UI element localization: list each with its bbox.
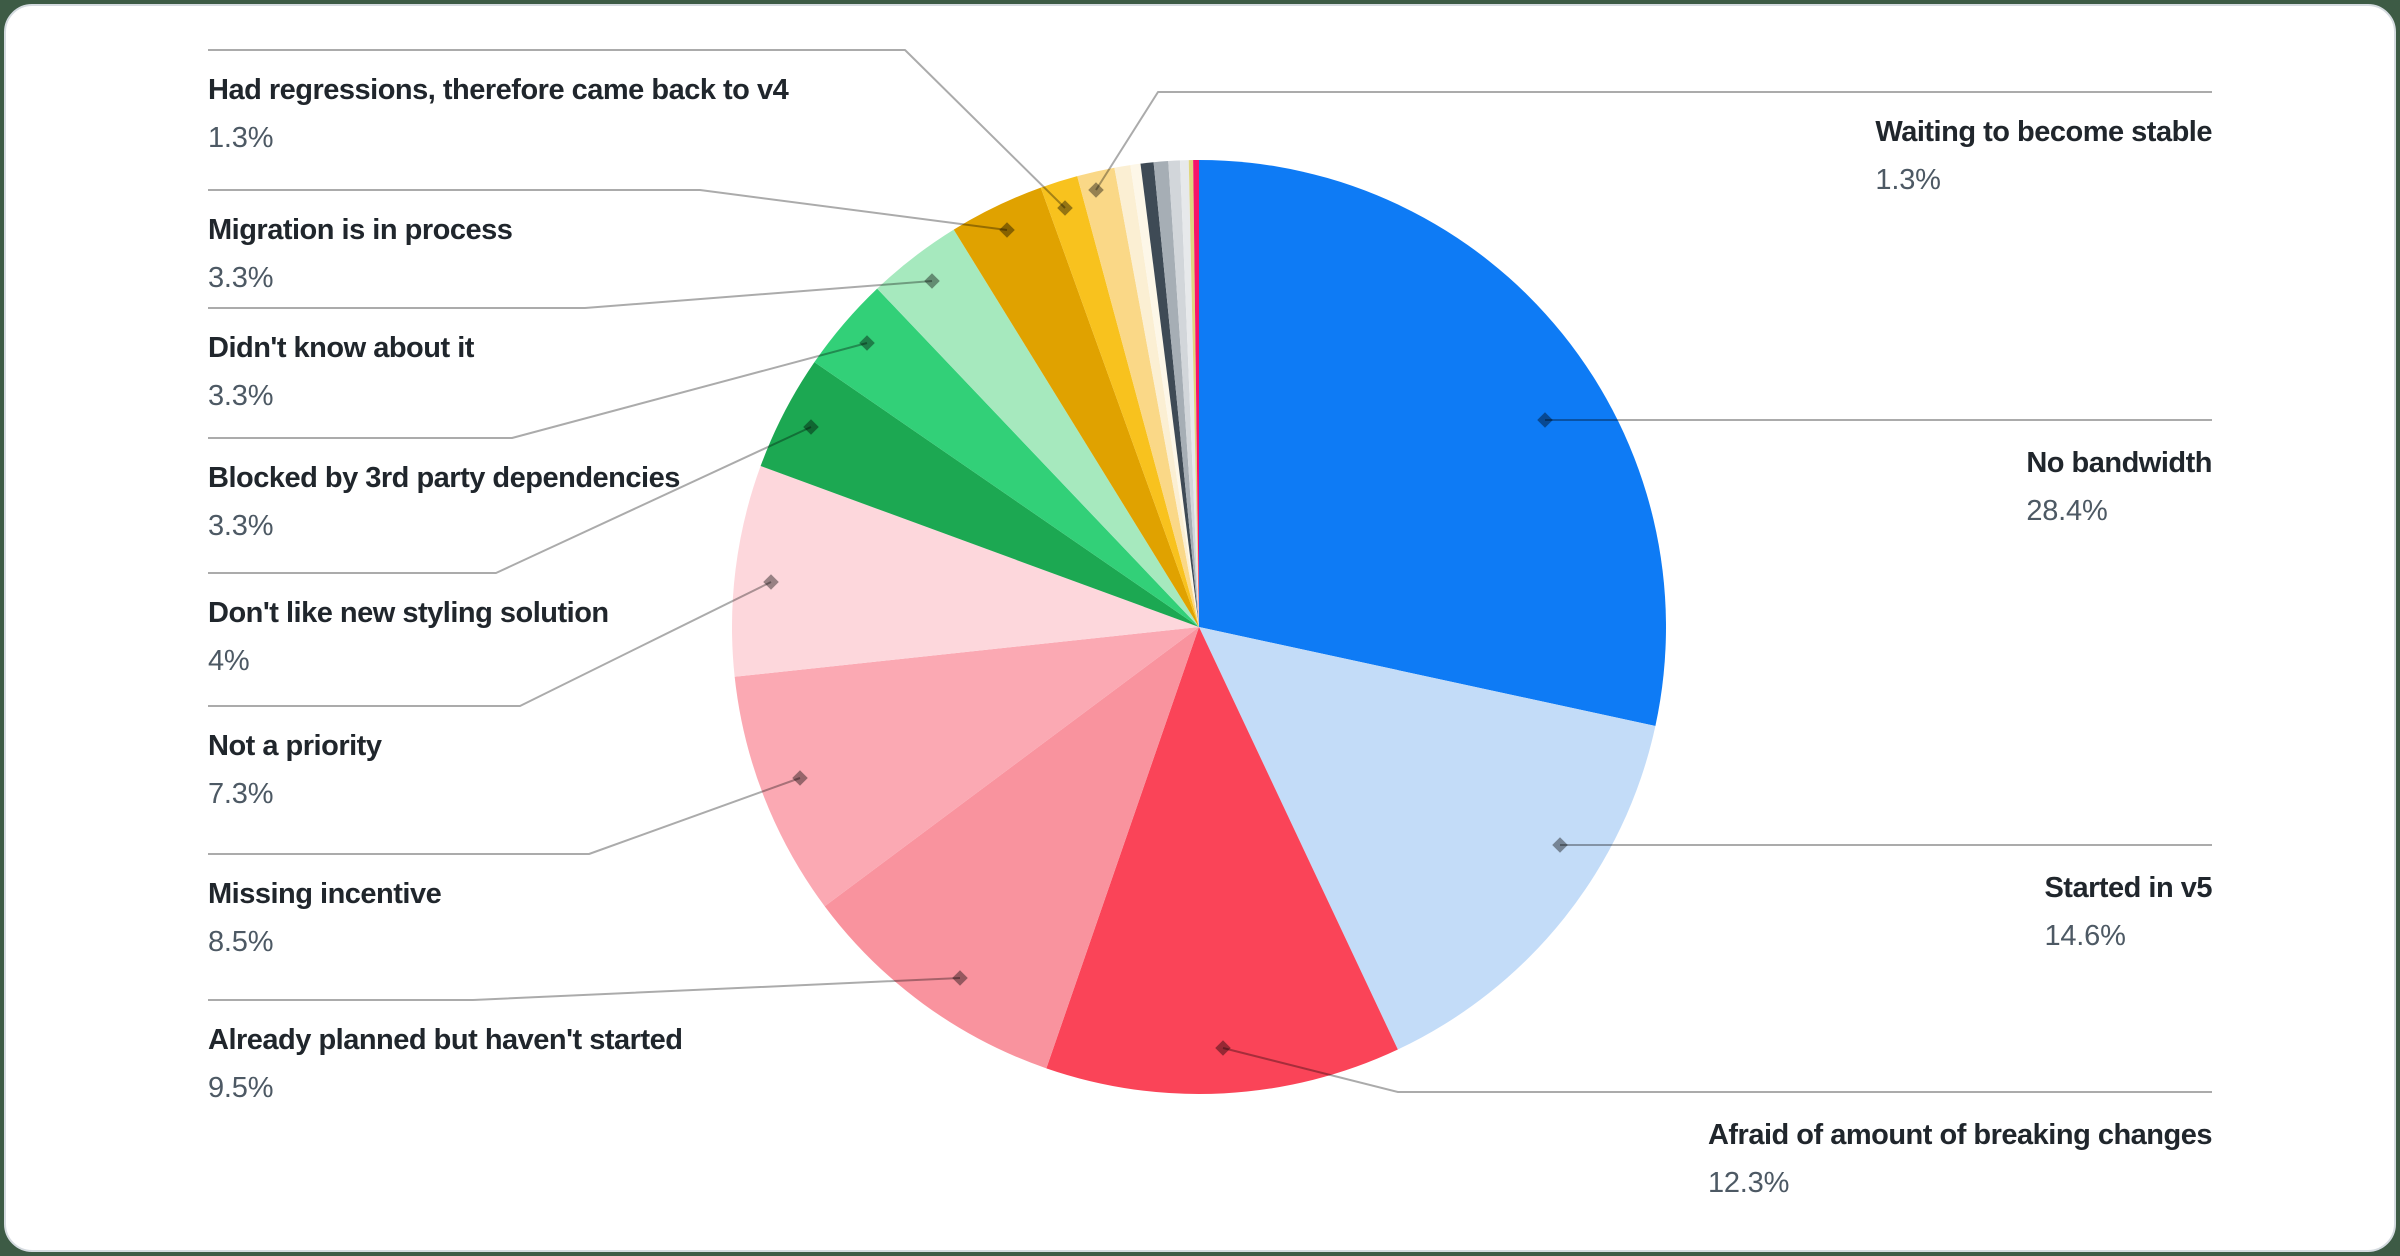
pie-slice-migration-is-in-process[interactable] <box>953 187 1199 628</box>
callout-afraid-breaking-changes: Afraid of amount of breaking changes 12.… <box>1707 1117 2213 1201</box>
pie-slice-afraid-of-amount-of-breaking-changes[interactable] <box>1046 627 1398 1094</box>
label-leader-line <box>208 777 801 855</box>
slice-percent: 8.5% <box>208 926 274 958</box>
pie-slice-segment-19[interactable] <box>1193 160 1199 627</box>
leader-dot <box>1215 1040 1231 1056</box>
label-leader-line <box>208 426 812 574</box>
label-leader-line <box>208 977 961 1001</box>
slice-label: Started in v5 <box>2044 872 2212 904</box>
slice-percent: 1.3% <box>1875 164 1941 196</box>
pie-slice-segment-15[interactable] <box>1153 161 1199 627</box>
pie-slice-segment-12[interactable] <box>1114 165 1199 627</box>
slice-label: Not a priority <box>208 730 382 762</box>
callout-missing-incentive: Missing incentive 8.5% <box>208 876 442 960</box>
pie-slice-started-in-v5[interactable] <box>1199 627 1656 1050</box>
pie-slice-not-a-priority[interactable] <box>731 466 1199 677</box>
callout-not-a-priority: Not a priority 7.3% <box>208 728 382 812</box>
slice-percent: 3.3% <box>208 380 274 412</box>
slice-label: Afraid of amount of breaking changes <box>1707 1119 2213 1151</box>
slice-label: Don't like new styling solution <box>208 597 609 629</box>
callout-had-regressions: Had regressions, therefore came back to … <box>208 72 789 156</box>
label-leader-line <box>1222 1047 2212 1093</box>
slice-percent: 4% <box>208 645 250 677</box>
slice-label: Blocked by 3rd party dependencies <box>208 462 680 494</box>
slice-percent: 7.3% <box>208 778 274 810</box>
pie-slice-segment-18[interactable] <box>1188 160 1199 628</box>
pie-slice-don-t-like-new-styling-solution[interactable] <box>760 362 1199 627</box>
callout-dont-like-styling: Don't like new styling solution 4% <box>208 595 609 679</box>
leader-dot <box>1057 200 1073 216</box>
slice-percent: 3.3% <box>208 510 274 542</box>
label-leader-line <box>208 49 1066 209</box>
label-leader-line <box>208 189 1008 231</box>
slice-label: Didn't know about it <box>208 332 474 364</box>
slice-label: No bandwidth <box>2026 447 2212 479</box>
slice-percent: 3.3% <box>208 262 274 294</box>
pie-slice-already-planned-but-haven-t-started[interactable] <box>824 627 1199 1069</box>
pie-slice-waiting-to-become-stable[interactable] <box>1077 167 1199 628</box>
slice-percent: 12.3% <box>1707 1167 1790 1199</box>
pie-slice-missing-incentive[interactable] <box>734 627 1199 907</box>
pie-slice-segment-14[interactable] <box>1140 162 1199 627</box>
pie-slice-segment-16[interactable] <box>1168 160 1199 627</box>
slice-label: Waiting to become stable <box>1875 116 2212 148</box>
callout-already-planned: Already planned but haven't started 9.5% <box>208 1022 683 1106</box>
pie-slice-segment-13[interactable] <box>1130 163 1199 627</box>
slice-label: Migration is in process <box>208 214 513 246</box>
label-leader-line <box>208 280 933 309</box>
leader-dot <box>1537 412 1553 428</box>
leader-dot <box>1552 837 1568 853</box>
pie-slice-no-bandwidth[interactable] <box>1199 160 1666 727</box>
callout-started-in-v5: Started in v5 14.6% <box>2044 870 2212 954</box>
callout-no-bandwidth: No bandwidth 28.4% <box>2026 445 2212 529</box>
label-leader-line <box>208 581 772 707</box>
pie-slice-blocked-by-3rd-party-dependencies[interactable] <box>814 288 1199 627</box>
slice-percent: 28.4% <box>2026 495 2108 527</box>
slice-label: Already planned but haven't started <box>208 1024 683 1056</box>
slice-label: Had regressions, therefore came back to … <box>208 74 789 106</box>
slice-label: Missing incentive <box>208 878 442 910</box>
slice-percent: 9.5% <box>208 1072 274 1104</box>
label-leader-line <box>1095 91 2212 191</box>
pie-slice-didn-t-know-about-it[interactable] <box>877 229 1199 627</box>
label-leader-line <box>208 342 868 439</box>
leader-dot <box>1088 182 1104 198</box>
callout-blocked-3rd-party: Blocked by 3rd party dependencies 3.3% <box>208 460 680 544</box>
pie-slice-had-regressions-therefore-came-back-to-v4[interactable] <box>1040 176 1199 628</box>
callout-migration-in-process: Migration is in process 3.3% <box>208 212 513 296</box>
callout-didnt-know: Didn't know about it 3.3% <box>208 330 474 414</box>
slice-percent: 1.3% <box>208 122 274 154</box>
pie-slice-segment-17[interactable] <box>1179 160 1199 628</box>
callout-waiting-stable: Waiting to become stable 1.3% <box>1875 114 2212 198</box>
slice-percent: 14.6% <box>2044 920 2126 952</box>
